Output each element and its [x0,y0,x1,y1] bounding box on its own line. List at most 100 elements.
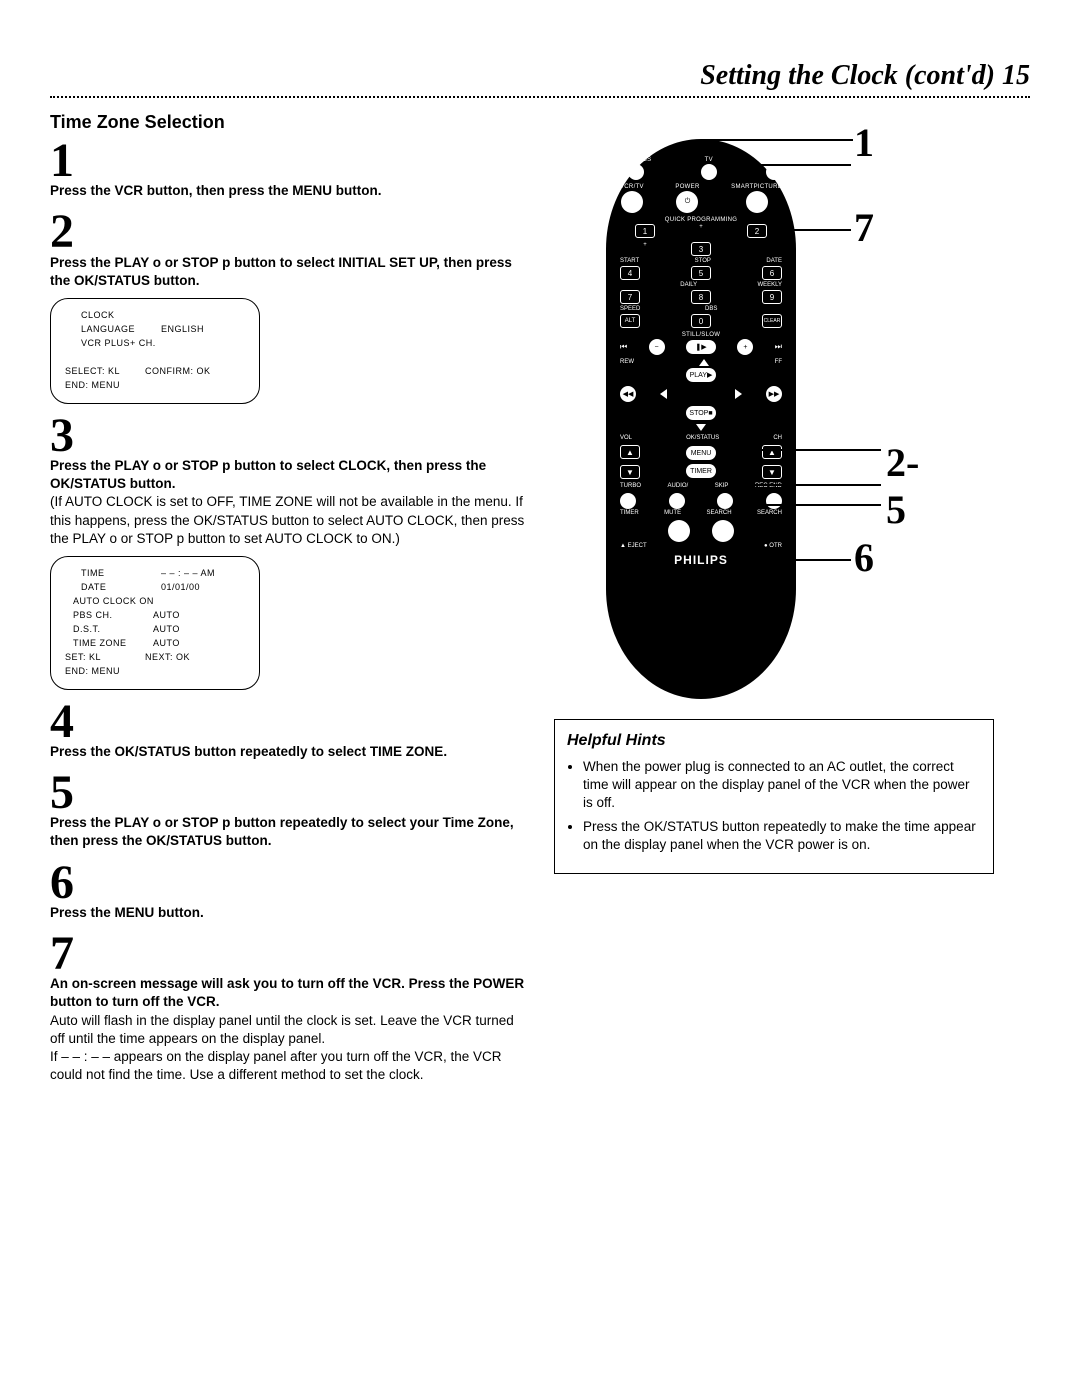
btn-smart [746,191,768,213]
menu2-dst-l: D.S.T. [73,623,153,637]
step-7-body: Auto will flash in the display panel unt… [50,1012,530,1085]
lbl-eject: ▲ EJECT [620,543,647,549]
lbl-timer2: TIMER [620,510,639,516]
step-7: 7 An on-screen message will ask you to t… [50,932,530,1085]
lbl-ff: FF [775,359,782,366]
lbl-speed: SPEED [620,306,640,312]
btn-minus: − [649,339,665,355]
step-4: 4 Press the OK/STATUS button repeatedly … [50,700,530,761]
leader-25b [751,484,881,486]
btn-3: 3 [691,242,711,256]
section-title: Time Zone Selection [50,112,1030,133]
menu2-pbs-r: AUTO [153,609,180,623]
lbl-okstatus: OK/STATUS [686,435,719,441]
btn-7: 7 [620,290,640,304]
lbl-cbldbs: CBL / DBS [620,157,652,163]
btn-power: ⏻ [676,191,698,213]
tri-left-icon [660,389,667,399]
step-1-num: 1 [50,139,530,182]
page-title: Setting the Clock (cont'd) 15 [50,60,1030,92]
step-6-num: 6 [50,861,530,904]
btn-eject [668,520,690,542]
btn-ch-dn: ▼ [762,465,782,479]
step-7-bold: An on-screen message will ask you to tur… [50,975,530,1011]
lbl-ch: CH [773,435,782,441]
step-7-num: 7 [50,932,530,975]
btn-menu: MENU [686,446,716,460]
tri-right-icon [735,389,742,399]
lbl-dbs: DBS [705,306,717,312]
lbl-search1: SEARCH [707,510,732,516]
instructions-column: 1 Press the VCR button, then press the M… [50,139,530,1094]
step-4-num: 4 [50,700,530,743]
leader-6 [751,559,851,561]
btn-vol-up: ▲ [620,445,640,459]
btn-recend [766,493,782,509]
btn-cbldbs [628,164,644,180]
lbl-daily: DAILY [680,282,697,288]
lbl-tv: TV [705,157,713,163]
step-5: 5 Press the PLAY o or STOP p button repe… [50,771,530,851]
leader-25c [751,504,881,506]
menu2-dst-r: AUTO [153,623,180,637]
menu1-confirm: CONFIRM: OK [145,365,211,379]
lbl-date: DATE [766,258,782,264]
title-rule [50,96,1030,98]
tri-down-icon [696,424,706,431]
step-5-text: Press the PLAY o or STOP p button repeat… [50,814,530,850]
tri-up-icon [699,359,709,366]
remote-diagram: CBL / DBS TV VCR VCR/TV POWER⏻ SMARTPICT… [606,139,796,699]
step-6: 6 Press the MENU button. [50,861,530,922]
step-3-num: 3 [50,414,530,457]
btn-plus: + [737,339,753,355]
step-1: 1 Press the VCR button, then press the M… [50,139,530,200]
btn-play: PLAY ▶ [686,368,716,382]
btn-1: 1 [635,224,655,238]
btn-pause: ❚▶ [686,340,716,354]
btn-timer: TIMER [686,464,716,478]
lbl-stop: STOP [695,258,711,264]
menu2-next: NEXT: OK [145,651,190,665]
callout-6: 6 [854,534,874,581]
helpful-hints-box: Helpful Hints When the power plug is con… [554,719,994,874]
btn-ch-up: ▲ [762,445,782,459]
lbl-vol: VOL [620,435,632,441]
menu-box-2: TIME– – : – – AM DATE01/01/00 AUTO CLOCK… [50,556,260,690]
step-2: 2 Press the PLAY o or STOP p button to s… [50,210,530,403]
step-4-text: Press the OK/STATUS button repeatedly to… [50,743,530,761]
step-2-text: Press the PLAY o or STOP p button to sel… [50,254,530,290]
step-5-num: 5 [50,771,530,814]
leader-1v [701,139,703,164]
btn-otr [712,520,734,542]
btn-vcr [766,164,782,180]
menu1-select: SELECT: KL [65,365,145,379]
menu2-pbs-l: PBS CH. [73,609,153,623]
btn-stop: STOP ■ [686,406,716,420]
lbl-power: POWER [675,184,699,190]
menu1-clock: CLOCK [81,309,245,323]
btn-vcrtv [621,191,643,213]
leader-1 [751,164,851,166]
hint-2: Press the OK/STATUS button repeatedly to… [583,818,981,854]
step-3: 3 Press the PLAY o or STOP p button to s… [50,414,530,690]
lbl-search2: SEARCH [757,510,782,516]
step-2-num: 2 [50,210,530,253]
hints-title: Helpful Hints [567,730,981,752]
menu1-lang-r: ENGLISH [161,323,204,337]
lbl-weekly: WEEKLY [757,282,782,288]
btn-alt: ALT [620,314,640,328]
menu1-end: END: MENU [65,379,245,393]
btn-skip [717,493,733,509]
btn-6: 6 [762,266,782,280]
step-6-text: Press the MENU button. [50,904,530,922]
hint-1: When the power plug is connected to an A… [583,758,981,813]
menu1-vcrplus: VCR PLUS+ CH. [81,337,245,351]
lbl-smart: SMARTPICTURE [731,184,782,190]
callout-25: 2-5 [886,439,919,533]
leader-1h [701,139,853,141]
lbl-mute: MUTE [664,510,681,516]
lbl-audio: AUDIO/ [668,483,689,489]
menu2-end: END: MENU [65,665,245,679]
callout-1: 1 [854,119,874,166]
btn-5: 5 [691,266,711,280]
